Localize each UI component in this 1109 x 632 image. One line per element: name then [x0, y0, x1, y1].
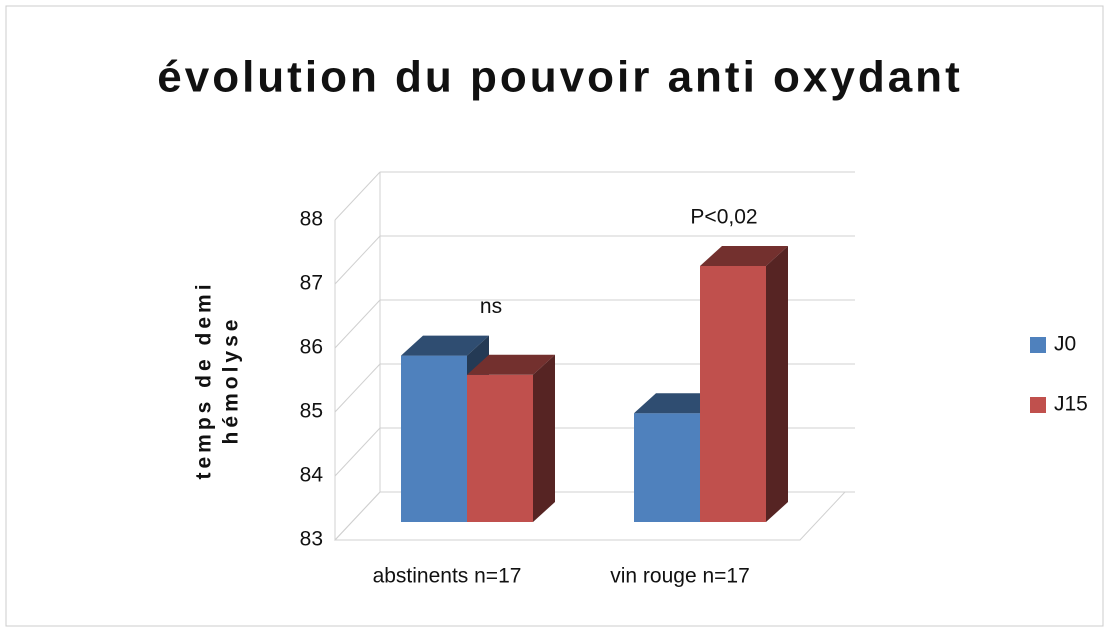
y-axis-label: hémolyse	[220, 316, 243, 445]
bar-front	[700, 266, 766, 522]
y-tick-label: 83	[300, 528, 323, 551]
grid-line	[334, 491, 381, 541]
y-tick-label: 85	[300, 400, 323, 423]
legend-label: J0	[1054, 333, 1076, 356]
bar-front	[401, 355, 467, 522]
y-tick-label: 87	[300, 272, 323, 295]
legend-swatch	[1030, 397, 1046, 413]
bar-side	[766, 246, 788, 522]
bar-front	[467, 374, 533, 522]
x-tick-label: vin rouge n=17	[610, 565, 750, 588]
legend-swatch	[1030, 337, 1046, 353]
x-tick-label: abstinents n=17	[373, 565, 522, 588]
grid-line	[334, 171, 381, 221]
y-tick-label: 84	[300, 464, 324, 487]
bar-top	[700, 246, 788, 266]
legend-label: J15	[1054, 393, 1088, 416]
y-tick-label: 88	[300, 208, 323, 231]
chart-title: évolution du pouvoir anti oxydant	[157, 53, 962, 102]
grid-line	[334, 299, 381, 349]
annotation: P<0,02	[690, 206, 757, 229]
annotation: ns	[480, 295, 502, 318]
bar-top	[467, 354, 555, 375]
grid-line	[334, 235, 381, 285]
bar-side	[533, 354, 555, 522]
y-tick-label: 86	[300, 336, 323, 359]
bar-top	[401, 335, 489, 356]
grid-line	[334, 363, 381, 413]
grid-line	[334, 427, 381, 477]
bar-front	[634, 413, 700, 522]
chart-frame	[5, 5, 1104, 627]
y-axis-label: temps de demi	[193, 280, 216, 479]
